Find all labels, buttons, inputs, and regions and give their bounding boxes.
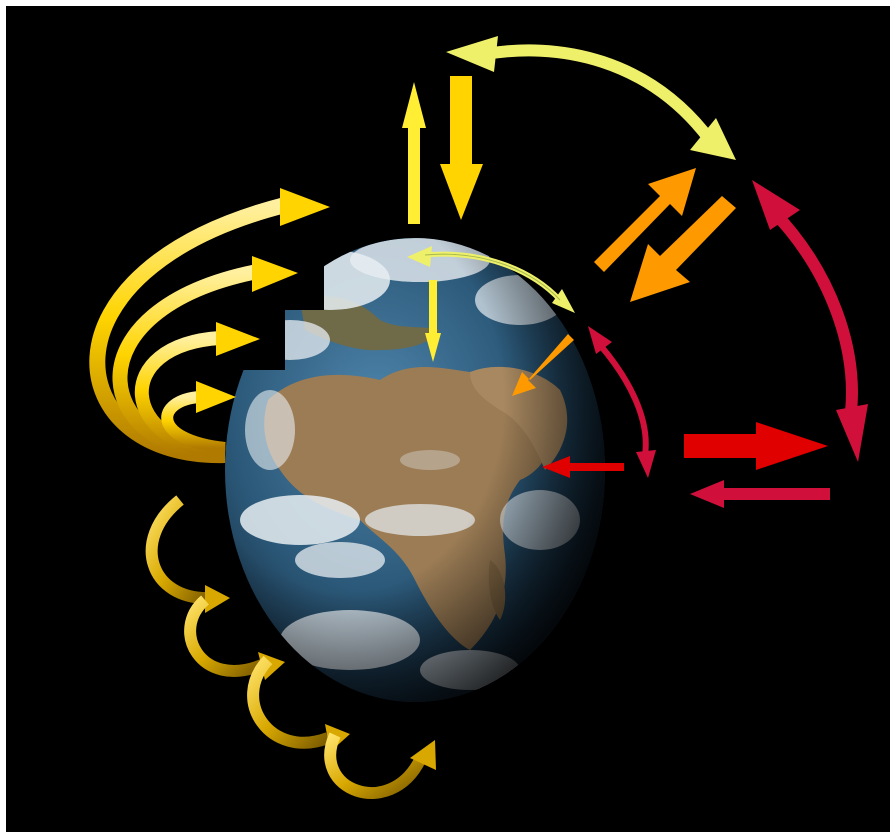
big-right-arrowhead [756,422,828,470]
mask-top-left [284,210,324,310]
up-arrowhead [402,82,426,128]
orange-down-arrow [630,196,736,302]
crimson-arcs [588,180,868,478]
orange-arrows [512,168,736,396]
orange-small-arrow [512,334,574,396]
left-arrowhead [690,480,724,508]
small-left-arrow-shaft [566,463,624,471]
down-arrowhead [440,164,483,220]
globe-surface-double-arrow [407,246,575,313]
spiral-arrowhead-3 [216,322,260,356]
bottom-loop-arrows [145,495,436,799]
spiral-arrowhead-4 [196,381,236,413]
red-horizontal-arrows [542,422,830,508]
down-arrow-shaft [450,76,472,166]
top-vertical-arrows [402,76,483,224]
globe-down-arrow [425,280,441,362]
left-spiral-arrows [89,188,330,464]
small-left-arrowhead [542,456,570,478]
up-arrow-shaft [408,126,420,224]
spiral-arrowhead-2 [252,256,298,292]
big-right-arrow-shaft [684,434,760,458]
top-double-arc-arrow [446,36,736,160]
left-arrow-shaft [720,488,830,500]
orange-up-arrow [594,168,696,272]
spiral-arrowhead-1 [280,188,330,226]
